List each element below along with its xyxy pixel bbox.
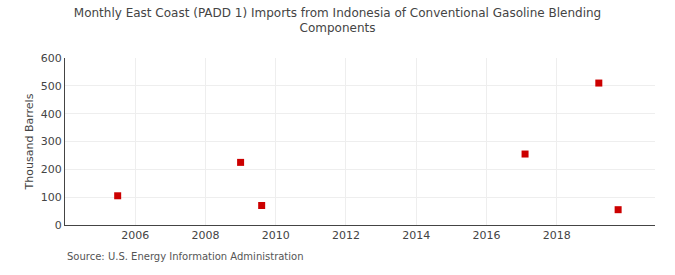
svg-text:2012: 2012 [332,229,360,242]
svg-text:2010: 2010 [262,229,290,242]
svg-text:100: 100 [41,191,62,204]
svg-text:Monthly East Coast (PADD 1) Im: Monthly East Coast (PADD 1) Imports from… [74,6,601,36]
svg-text:200: 200 [41,163,62,176]
svg-text:2006: 2006 [121,229,149,242]
svg-text:Source: U.S. Energy Informatio: Source: U.S. Energy Information Administ… [67,251,304,262]
svg-text:400: 400 [41,108,62,121]
svg-text:500: 500 [41,80,62,93]
svg-text:2016: 2016 [472,229,500,242]
svg-text:600: 600 [41,52,62,65]
svg-text:0: 0 [55,219,62,232]
svg-text:Thousand Barrels: Thousand Barrels [23,93,36,190]
svg-text:300: 300 [41,135,62,148]
svg-text:2014: 2014 [402,229,430,242]
svg-text:2008: 2008 [191,229,219,242]
svg-text:2018: 2018 [543,229,571,242]
